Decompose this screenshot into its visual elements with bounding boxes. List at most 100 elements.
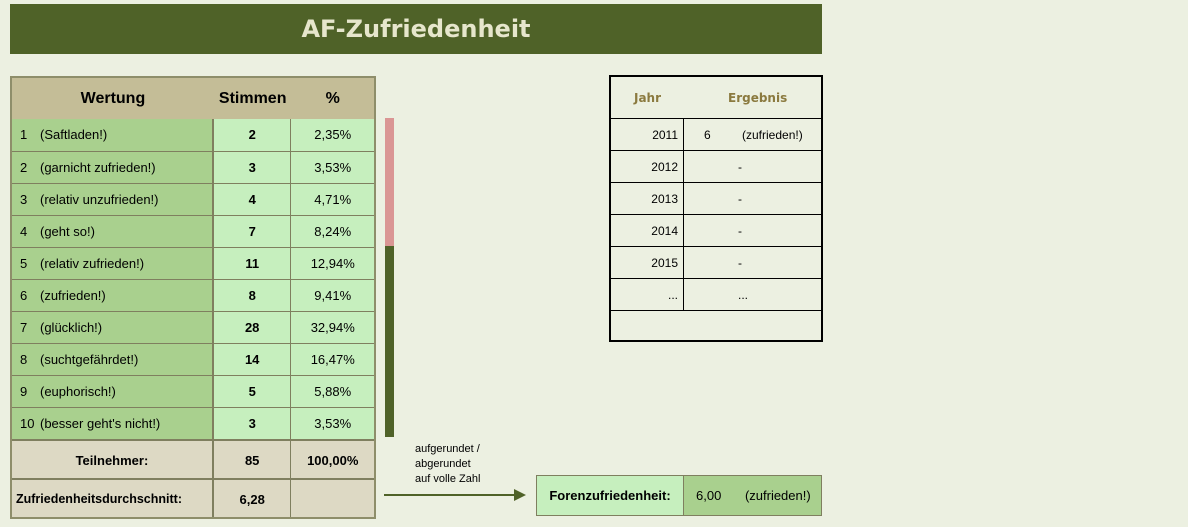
result-value: 6,00 bbox=[696, 488, 722, 503]
rating-label-cell[interactable]: 1 (Saftladen!) bbox=[12, 119, 214, 151]
average-label: Zufriedenheitsdurchschnitt: bbox=[12, 480, 214, 517]
votes-cell[interactable]: 14 bbox=[213, 344, 292, 375]
rating-label: (glücklich!) bbox=[40, 320, 103, 335]
percent-cell[interactable]: 2,35% bbox=[291, 119, 374, 151]
rating-number: 3 bbox=[20, 192, 28, 207]
rating-label: (relativ zufrieden!) bbox=[40, 256, 145, 271]
rating-table: Wertung Stimmen % 1 (Saftladen!) 2 2,35% 2 (g… bbox=[10, 76, 376, 519]
percent-cell[interactable]: 3,53% bbox=[291, 408, 374, 439]
rating-number: 5 bbox=[20, 256, 28, 271]
table-row: 5 (relativ zufrieden!) 11 12,94% bbox=[12, 247, 374, 279]
year-result-cell[interactable]: - bbox=[684, 183, 821, 214]
participants-row: Teilnehmer: 85 100,00% bbox=[12, 439, 374, 478]
page-title: AF-Zufriedenheit bbox=[10, 4, 822, 54]
rating-label-cell[interactable]: 4 (geht so!) bbox=[12, 216, 214, 247]
year-cell[interactable]: 2015 bbox=[611, 247, 684, 278]
rating-label-cell[interactable]: 6 (zufrieden!) bbox=[12, 280, 214, 311]
rating-label: (euphorisch!) bbox=[40, 384, 116, 399]
year-result-cell[interactable]: - bbox=[684, 151, 821, 182]
rating-label-cell[interactable]: 7 (glücklich!) bbox=[12, 312, 214, 343]
table-row: 3 (relativ unzufrieden!) 4 4,71% bbox=[12, 183, 374, 215]
percent-cell[interactable]: 9,41% bbox=[291, 280, 374, 311]
year-result-cell[interactable]: - bbox=[684, 247, 821, 278]
table-row: 9 (euphorisch!) 5 5,88% bbox=[12, 375, 374, 407]
year-row: 2015 - bbox=[611, 247, 821, 279]
rating-label-cell[interactable]: 2 (garnicht zufrieden!) bbox=[12, 152, 214, 183]
participants-label: Teilnehmer: bbox=[12, 441, 214, 478]
rating-label-cell[interactable]: 9 (euphorisch!) bbox=[12, 376, 214, 407]
year-row: ...... bbox=[611, 279, 821, 311]
votes-cell[interactable]: 3 bbox=[213, 408, 292, 439]
participants-pct[interactable]: 100,00% bbox=[307, 453, 359, 468]
table-row: 1 (Saftladen!) 2 2,35% bbox=[12, 119, 374, 151]
result-value-cell[interactable]: 6,00 (zufrieden!) bbox=[684, 476, 821, 515]
year-result-cell[interactable]: - bbox=[684, 215, 821, 246]
participants-votes[interactable]: 85 bbox=[214, 441, 292, 478]
average-value[interactable]: 6,28 bbox=[214, 480, 292, 517]
year-result-cell[interactable]: 6 (zufrieden!) bbox=[684, 119, 821, 150]
year-result-cell[interactable]: ... bbox=[684, 279, 821, 310]
green-range-bar bbox=[385, 246, 394, 437]
votes-cell[interactable]: 8 bbox=[213, 280, 292, 311]
rating-number: 6 bbox=[20, 288, 28, 303]
rating-number: 1 bbox=[20, 127, 28, 142]
votes-cell[interactable]: 11 bbox=[213, 248, 292, 279]
result-text: (zufrieden!) bbox=[744, 488, 811, 503]
table-row: 10 (besser geht's nicht!) 3 3,53% bbox=[12, 407, 374, 439]
percent-cell[interactable]: 8,24% bbox=[291, 216, 374, 247]
table-row: 8 (suchtgefährdet!) 14 16,47% bbox=[12, 343, 374, 375]
rating-number: 2 bbox=[20, 160, 28, 175]
rating-label: (relativ unzufrieden!) bbox=[40, 192, 159, 207]
year-cell[interactable]: 2011 bbox=[611, 119, 684, 150]
votes-cell[interactable]: 4 bbox=[213, 184, 292, 215]
red-range-bar bbox=[385, 118, 394, 246]
rating-label: (besser geht's nicht!) bbox=[40, 416, 161, 431]
rating-label: (geht so!) bbox=[40, 224, 95, 239]
rating-label: (suchtgefährdet!) bbox=[40, 352, 139, 367]
header-stimmen: Stimmen bbox=[218, 90, 287, 107]
rating-number: 7 bbox=[20, 320, 28, 335]
rating-number: 10 bbox=[20, 416, 35, 431]
year-result: - bbox=[738, 192, 742, 206]
header-ergebnis: Ergebnis bbox=[728, 91, 788, 105]
rating-label: (garnicht zufrieden!) bbox=[40, 160, 156, 175]
year-result: - bbox=[738, 224, 742, 238]
year-row: 2012 - bbox=[611, 151, 821, 183]
percent-cell[interactable]: 16,47% bbox=[291, 344, 374, 375]
rating-label-cell[interactable]: 10 (besser geht's nicht!) bbox=[12, 408, 214, 439]
rating-label-cell[interactable]: 5 (relativ zufrieden!) bbox=[12, 248, 214, 279]
year-result: - bbox=[738, 160, 742, 174]
rating-label: (zufrieden!) bbox=[40, 288, 106, 303]
year-cell[interactable]: 2013 bbox=[611, 183, 684, 214]
year-cell[interactable]: ... bbox=[611, 279, 684, 310]
average-empty-cell[interactable] bbox=[291, 480, 374, 517]
year-result: 6 bbox=[704, 128, 711, 142]
year-cell[interactable]: 2012 bbox=[611, 151, 684, 182]
rating-number: 9 bbox=[20, 384, 28, 399]
header-jahr: Jahr bbox=[633, 91, 662, 105]
arrow-right-icon bbox=[514, 489, 526, 501]
year-cell[interactable]: 2014 bbox=[611, 215, 684, 246]
year-result: ... bbox=[738, 288, 749, 302]
year-row: 2011 6 (zufrieden!) bbox=[611, 119, 821, 151]
votes-cell[interactable]: 5 bbox=[213, 376, 292, 407]
arrow-line bbox=[384, 494, 514, 496]
year-table-header: Jahr Ergebnis bbox=[611, 77, 821, 119]
percent-cell[interactable]: 3,53% bbox=[291, 152, 374, 183]
percent-cell[interactable]: 12,94% bbox=[291, 248, 374, 279]
rating-number: 4 bbox=[20, 224, 28, 239]
votes-cell[interactable]: 3 bbox=[213, 152, 292, 183]
percent-cell[interactable]: 4,71% bbox=[291, 184, 374, 215]
table-row: 6 (zufrieden!) 8 9,41% bbox=[12, 279, 374, 311]
year-result-text: (zufrieden!) bbox=[742, 128, 803, 142]
rating-label-cell[interactable]: 3 (relativ unzufrieden!) bbox=[12, 184, 214, 215]
votes-cell[interactable]: 7 bbox=[213, 216, 292, 247]
percent-cell[interactable]: 5,88% bbox=[291, 376, 374, 407]
rating-number: 8 bbox=[20, 352, 28, 367]
average-row: Zufriedenheitsdurchschnitt: 6,28 bbox=[12, 478, 374, 517]
percent-cell[interactable]: 32,94% bbox=[291, 312, 374, 343]
votes-cell[interactable]: 2 bbox=[213, 119, 292, 151]
votes-cell[interactable]: 28 bbox=[213, 312, 292, 343]
rating-label-cell[interactable]: 8 (suchtgefährdet!) bbox=[12, 344, 214, 375]
table-row: 2 (garnicht zufrieden!) 3 3,53% bbox=[12, 151, 374, 183]
